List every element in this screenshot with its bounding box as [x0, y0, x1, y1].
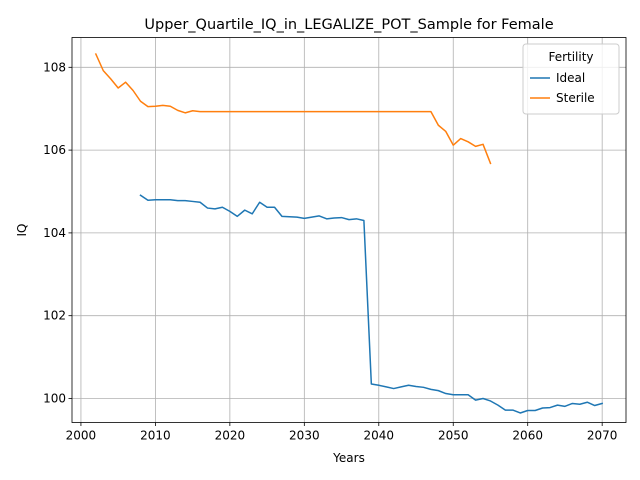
x-tick-label: 2060: [512, 429, 543, 443]
legend: Fertility Ideal Sterile: [522, 43, 620, 115]
legend-box: [522, 43, 620, 115]
x-tick-label: 2010: [140, 429, 171, 443]
chart-title: Upper_Quartile_IQ_in_LEGALIZE_POT_Sample…: [144, 17, 553, 33]
series-line-sterile: [94, 53, 492, 165]
y-tick-label: 100: [43, 391, 66, 405]
gridlines: [72, 37, 626, 423]
x-tick-label: 2050: [438, 429, 469, 443]
x-axis-label: Years: [332, 451, 365, 465]
x-tick-label: 2070: [587, 429, 618, 443]
y-tick-label: 106: [43, 143, 66, 157]
x-tick-label: 2020: [215, 429, 246, 443]
x-tick-label: 2030: [289, 429, 320, 443]
series-line-ideal: [139, 194, 604, 414]
x-tick-label: 2040: [364, 429, 395, 443]
legend-title: Fertility: [548, 50, 593, 64]
axis-ticks: 2000 2010 2020 2030 2040 2050 2060 2070 100 102 10…: [43, 60, 617, 442]
plot-frame: [71, 37, 627, 423]
y-tick-label: 104: [43, 226, 66, 240]
y-tick-label: 108: [43, 60, 66, 74]
series-lines: [94, 53, 604, 414]
legend-label-sterile: Sterile: [556, 91, 595, 105]
legend-label-ideal: Ideal: [556, 71, 585, 85]
y-axis-label: IQ: [15, 224, 29, 237]
x-tick-label: 2000: [66, 429, 97, 443]
y-tick-label: 102: [43, 309, 66, 323]
